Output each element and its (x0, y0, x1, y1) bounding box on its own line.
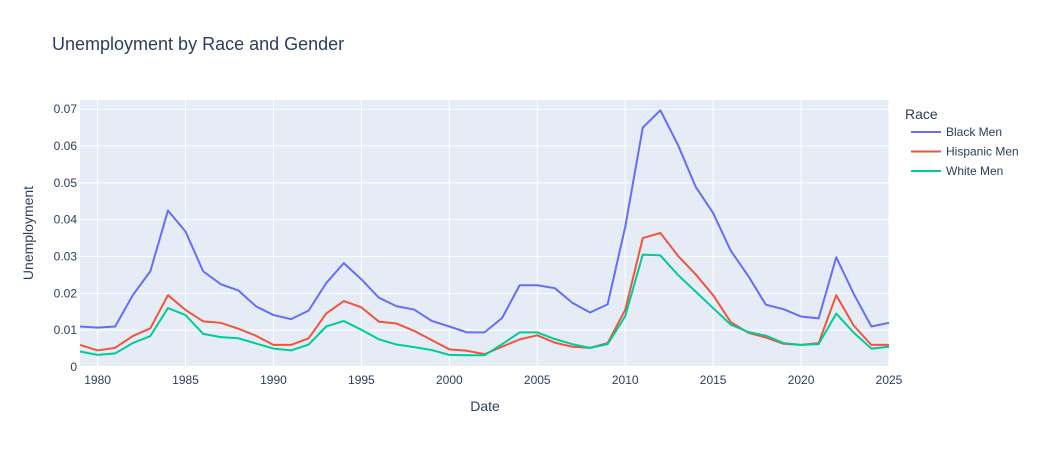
legend-label: White Men (946, 164, 1003, 178)
y-axis-title: Unemployment (20, 186, 36, 280)
y-tick-labels: 0 0.01 0.02 0.03 0.04 0.05 0.06 0.07 (54, 102, 78, 374)
y-tick-label: 0.01 (54, 323, 78, 337)
x-tick-label: 1995 (348, 373, 375, 387)
y-tick-label: 0.04 (54, 213, 78, 227)
x-tick-labels: 1980 1985 1990 1995 2000 2005 2010 2015 2020 2025 (84, 373, 902, 387)
chart-title: Unemployment by Race and Gender (52, 34, 344, 54)
y-tick-label: 0 (70, 360, 77, 374)
x-tick-label: 2020 (788, 373, 815, 387)
legend-label: Black Men (946, 125, 1002, 139)
series-layer (79, 109, 890, 357)
x-axis-title: Date (470, 398, 500, 414)
legend-item-white-men[interactable]: White Men (911, 164, 1003, 178)
x-tick-label: 2000 (436, 373, 463, 387)
x-tick-label: 2025 (876, 373, 903, 387)
y-tick-label: 0.06 (54, 139, 78, 153)
legend-item-hispanic-men[interactable]: Hispanic Men (911, 145, 1019, 159)
y-tick-label: 0.05 (54, 176, 78, 190)
legend-item-black-men[interactable]: Black Men (911, 125, 1002, 139)
series-line-black-men[interactable] (79, 109, 890, 334)
x-tick-label: 1980 (84, 373, 111, 387)
y-tick-label: 0.03 (54, 250, 78, 264)
x-tick-label: 2015 (700, 373, 727, 387)
series-line-white-men[interactable] (79, 253, 890, 357)
legend: Race Black Men Hispanic Men White Men (905, 106, 1019, 178)
x-tick-label: 2005 (524, 373, 551, 387)
legend-title: Race (905, 106, 938, 122)
legend-label: Hispanic Men (946, 145, 1019, 159)
y-tick-label: 0.07 (54, 102, 78, 116)
y-tick-label: 0.02 (54, 286, 78, 300)
x-tick-label: 2010 (612, 373, 639, 387)
plot-area (80, 100, 889, 367)
x-tick-label: 1990 (260, 373, 287, 387)
x-tick-label: 1985 (172, 373, 199, 387)
y-gridlines (80, 108, 889, 368)
